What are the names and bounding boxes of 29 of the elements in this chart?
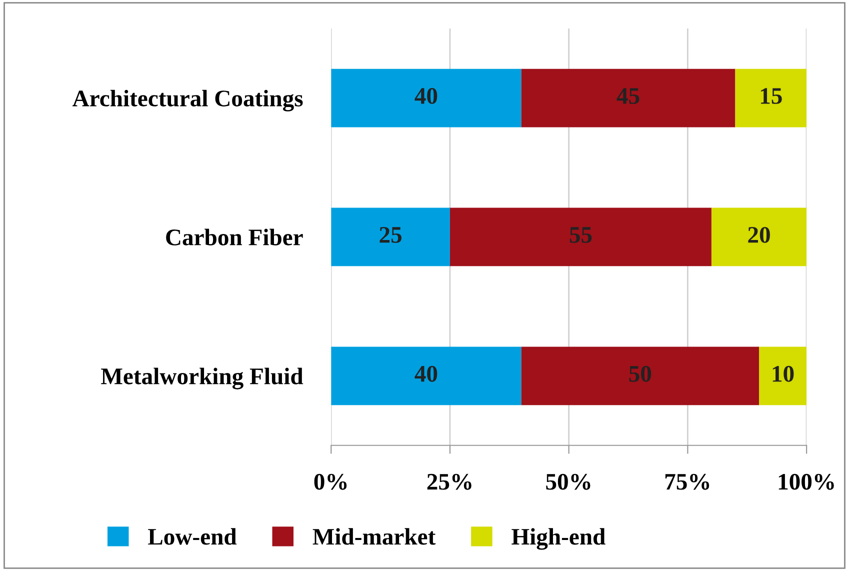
y-tick-label: Carbon Fiber <box>166 228 303 246</box>
y-tick-label: Metalworking Fluid <box>101 368 304 390</box>
bar <box>711 208 807 266</box>
x-tick-label: 50% <box>546 474 590 490</box>
y-tick-label: Architectural Coatings <box>72 90 303 112</box>
x-tick-label: 0% <box>314 474 347 490</box>
legend-label: Low-end <box>148 528 237 545</box>
data-label: 40 <box>414 88 438 104</box>
bar <box>521 346 760 406</box>
data-label: 50 <box>629 366 652 382</box>
legend-label: Mid-market <box>312 528 436 545</box>
data-label: 40 <box>414 366 438 382</box>
data-label: 20 <box>748 226 770 243</box>
legend-label: High-end <box>512 528 606 550</box>
x-tick-label: 25% <box>427 474 472 490</box>
bar <box>521 68 736 128</box>
data-label: 10 <box>772 366 794 382</box>
bar <box>735 68 807 128</box>
data-label: 25 <box>380 227 402 243</box>
data-label: 15 <box>760 88 782 104</box>
x-tick-label: 75% <box>665 474 710 490</box>
x-tick-label: 100% <box>778 474 834 490</box>
data-label: 45 <box>616 88 640 104</box>
data-label: 55 <box>570 227 592 243</box>
bar <box>331 68 522 128</box>
bar <box>450 208 712 266</box>
bar <box>759 346 807 406</box>
bar <box>331 208 450 266</box>
bar <box>331 346 522 406</box>
